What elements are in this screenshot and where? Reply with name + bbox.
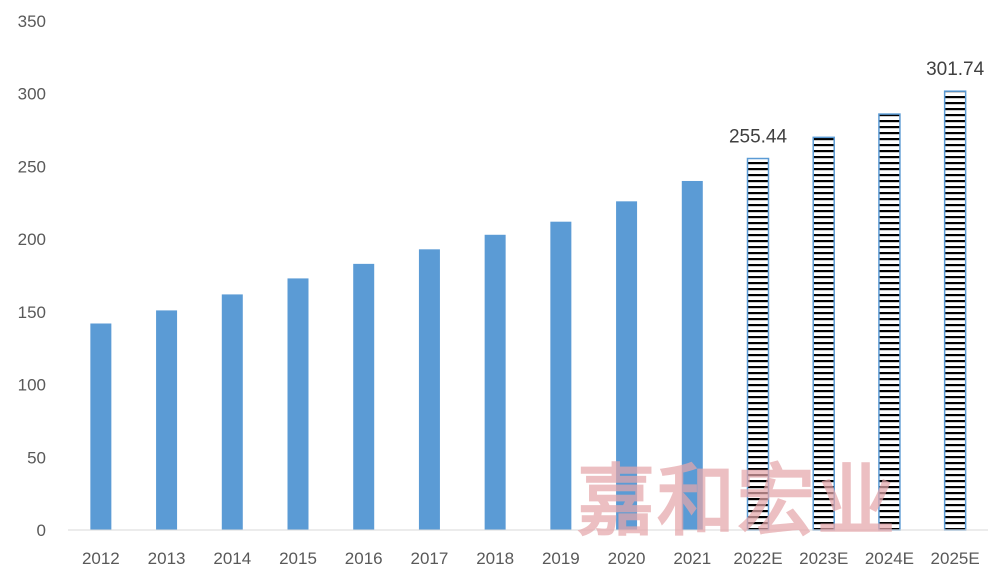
data-labels: 255.44 301.74	[729, 59, 985, 147]
y-tick-label: 100	[18, 376, 46, 395]
x-tick-label: 2015	[279, 549, 317, 568]
forecast-bar	[943, 90, 967, 531]
x-tick-label: 2023E	[799, 549, 848, 568]
bar	[287, 278, 309, 530]
data-label: 301.74	[926, 59, 985, 80]
bar	[616, 201, 638, 530]
bar	[550, 221, 572, 531]
y-tick-label: 350	[18, 12, 46, 31]
bar	[418, 249, 440, 530]
x-tick-label: 2016	[345, 549, 383, 568]
x-tick-label: 2017	[411, 549, 449, 568]
x-tick-label: 2022E	[733, 549, 782, 568]
x-axis-ticks: 2012 2013 2014 2015 2016 2017 2018 2019 2020 2021…	[82, 549, 980, 568]
bar	[681, 180, 703, 530]
y-tick-label: 300	[18, 85, 46, 104]
bar	[221, 294, 243, 530]
bar	[353, 263, 375, 530]
y-tick-label: 50	[27, 448, 46, 467]
bar	[484, 234, 506, 530]
y-tick-label: 0	[37, 521, 46, 540]
bar	[90, 323, 112, 530]
y-tick-label: 250	[18, 157, 46, 176]
bar	[156, 310, 178, 530]
x-tick-label: 2021	[673, 549, 711, 568]
x-tick-label: 2018	[476, 549, 514, 568]
y-axis-ticks: 0 50 100 150 200 250 300 350	[18, 12, 46, 540]
x-tick-label: 2020	[608, 549, 646, 568]
x-tick-label: 2019	[542, 549, 580, 568]
y-tick-label: 200	[18, 230, 46, 249]
y-tick-label: 150	[18, 303, 46, 322]
data-label: 255.44	[729, 127, 788, 148]
x-tick-label: 2024E	[865, 549, 914, 568]
bars	[90, 90, 967, 531]
x-tick-label: 2012	[82, 549, 120, 568]
watermark: 嘉和宏业	[577, 456, 897, 547]
x-tick-label: 2014	[213, 549, 251, 568]
x-tick-label: 2025E	[931, 549, 980, 568]
x-tick-label: 2013	[148, 549, 186, 568]
